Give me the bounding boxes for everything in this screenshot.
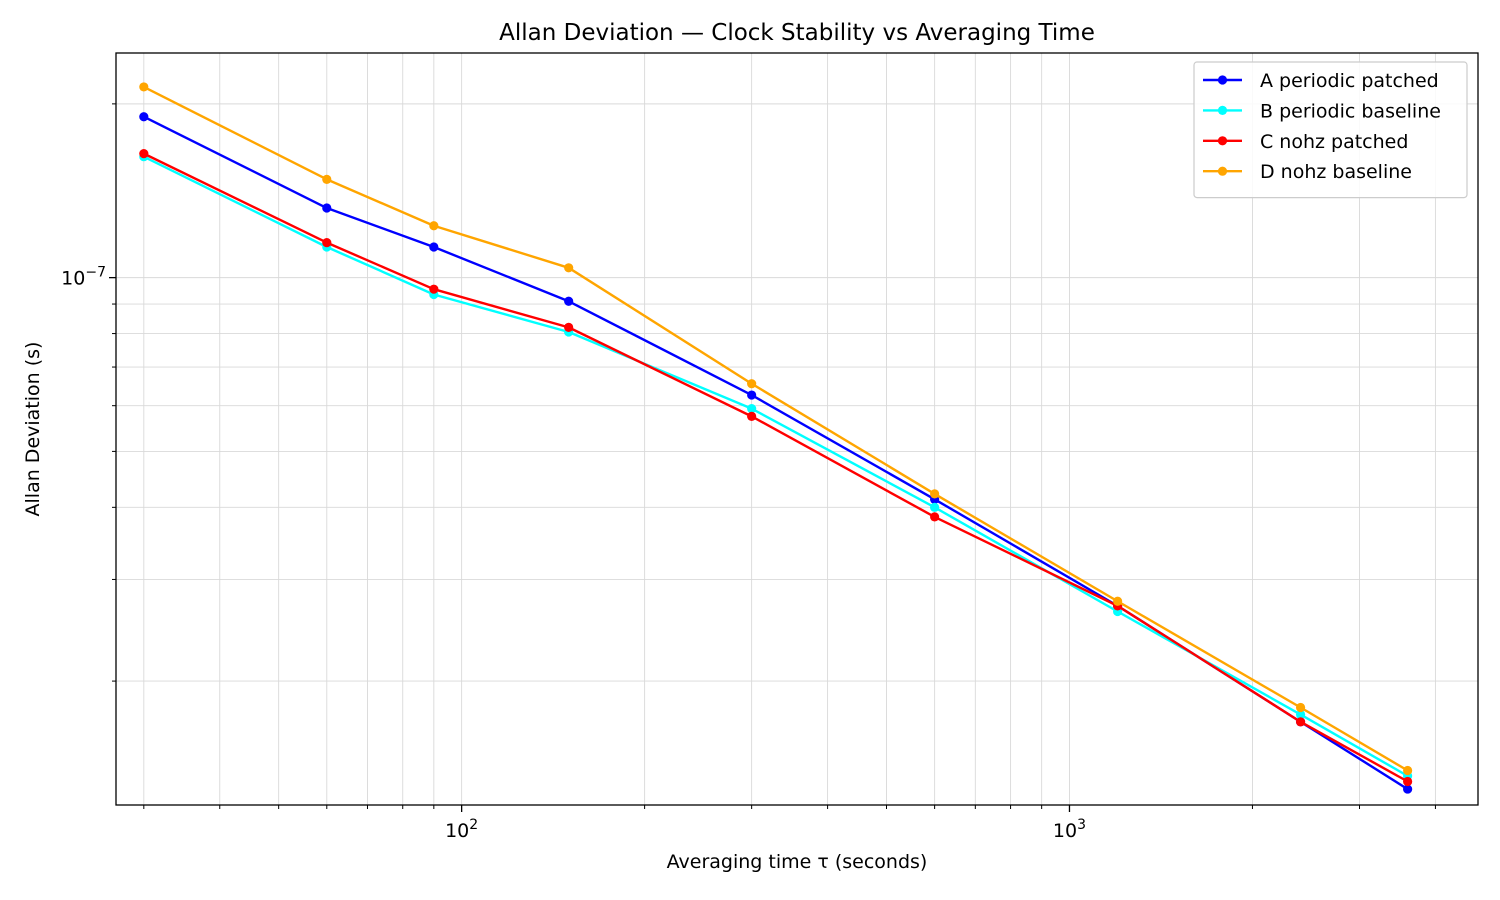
data-point bbox=[429, 242, 439, 252]
data-point bbox=[564, 296, 574, 306]
legend-swatch-marker bbox=[1217, 136, 1228, 146]
data-point bbox=[1295, 717, 1306, 727]
data-point bbox=[747, 404, 757, 414]
data-point bbox=[747, 411, 757, 421]
data-point bbox=[1403, 765, 1413, 776]
data-point bbox=[429, 284, 439, 294]
legend-label: A periodic patched bbox=[1260, 70, 1439, 92]
data-point bbox=[1295, 709, 1306, 720]
data-point bbox=[564, 322, 574, 332]
data-point bbox=[1403, 776, 1413, 787]
legend-swatch-marker bbox=[1217, 166, 1228, 176]
data-point bbox=[322, 203, 332, 213]
data-point bbox=[564, 263, 574, 273]
series-lines bbox=[139, 82, 1413, 794]
y-axis-title: Allan Deviation (s) bbox=[22, 342, 44, 517]
data-point bbox=[1113, 596, 1123, 606]
legend-label: C nohz patched bbox=[1260, 131, 1408, 153]
data-point bbox=[139, 149, 149, 159]
legend-swatch-marker bbox=[1217, 105, 1228, 115]
plot-frame bbox=[115, 52, 1479, 806]
legend-swatch-marker bbox=[1217, 75, 1228, 85]
x-tick-label: 102 bbox=[445, 817, 478, 842]
data-point bbox=[930, 489, 940, 499]
tick-labels: 102 103 10−7 bbox=[61, 265, 1086, 842]
data-point bbox=[930, 512, 940, 522]
x-tick-label: 103 bbox=[1053, 817, 1086, 842]
chart-title: Allan Deviation — Clock Stability vs Ave… bbox=[499, 20, 1095, 46]
data-point bbox=[1295, 702, 1306, 713]
legend-label: D nohz baseline bbox=[1260, 161, 1412, 183]
data-point bbox=[322, 237, 332, 248]
axis-ticks bbox=[109, 103, 1436, 812]
data-point bbox=[747, 390, 757, 400]
data-point bbox=[139, 112, 149, 122]
x-axis-title: Averaging time τ (seconds) bbox=[667, 851, 928, 873]
data-point bbox=[930, 502, 940, 512]
data-point bbox=[1403, 784, 1413, 794]
legend: A periodic patched B periodic baseline C n… bbox=[1193, 61, 1468, 199]
data-point bbox=[747, 379, 757, 389]
data-point bbox=[429, 221, 439, 231]
data-point bbox=[139, 82, 149, 92]
y-tick-label: 10−7 bbox=[61, 265, 106, 290]
series-4 bbox=[139, 82, 1413, 776]
legend-label: B periodic baseline bbox=[1260, 100, 1441, 122]
data-point bbox=[322, 174, 332, 184]
legend-box bbox=[1193, 61, 1468, 199]
